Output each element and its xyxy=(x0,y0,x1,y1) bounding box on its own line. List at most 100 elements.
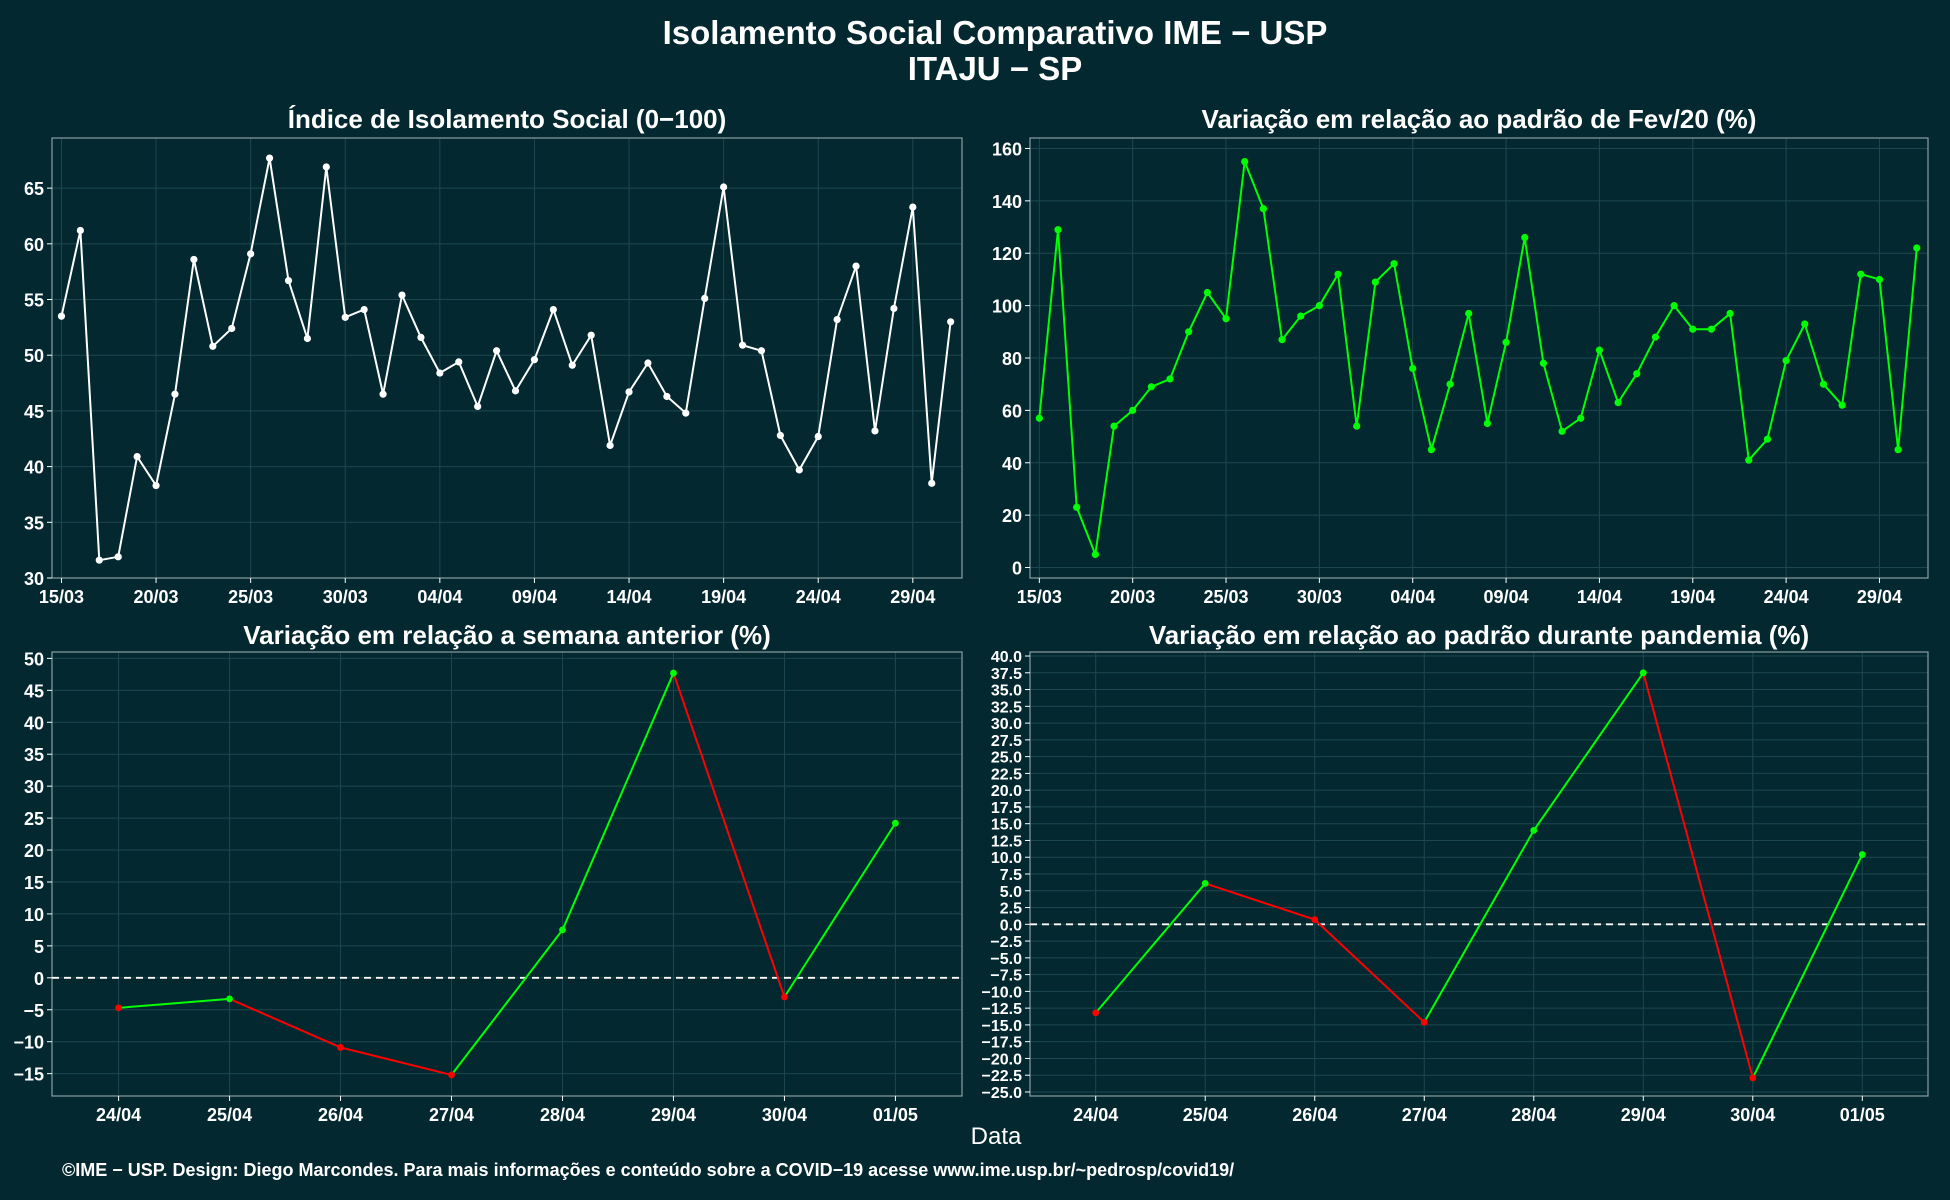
x-tick-label: 14/04 xyxy=(1577,587,1622,607)
x-tick-label: 15/03 xyxy=(39,587,84,607)
y-tick-label: 37.5 xyxy=(991,666,1022,683)
data-point xyxy=(1110,422,1118,430)
data-point xyxy=(1558,427,1566,435)
x-tick-label: 27/04 xyxy=(429,1105,474,1125)
series-line xyxy=(60,157,952,562)
data-point xyxy=(1390,260,1398,268)
y-tick-label: −12.5 xyxy=(982,1001,1023,1018)
y-tick-label: 25.0 xyxy=(991,750,1022,767)
y-tick-label: 30.0 xyxy=(991,716,1022,733)
y-tick-label: −2.5 xyxy=(990,934,1022,951)
data-point xyxy=(114,553,122,561)
data-point xyxy=(1241,157,1249,166)
data-point xyxy=(1639,669,1647,677)
y-tick-label: 12.5 xyxy=(991,833,1022,850)
data-point xyxy=(1670,302,1678,310)
panel-title: Variação em relação ao padrão durante pa… xyxy=(1149,620,1809,650)
y-tick-label: 35.0 xyxy=(991,683,1022,700)
y-tick-label: 10 xyxy=(24,905,44,925)
data-point xyxy=(1749,1074,1757,1082)
x-tick-label: 26/04 xyxy=(1292,1105,1337,1125)
data-point xyxy=(1651,333,1660,341)
y-tick-label: 15 xyxy=(24,873,44,893)
data-point xyxy=(57,312,66,320)
y-tick-label: 0 xyxy=(1012,559,1022,579)
x-tick-label: 19/04 xyxy=(701,587,746,607)
panel-title: Índice de Isolamento Social (0−100) xyxy=(288,104,727,134)
y-tick-label: 80 xyxy=(1002,349,1022,369)
y-tick-label: 0 xyxy=(34,969,44,989)
data-point xyxy=(417,333,425,341)
y-tick-label: 10.0 xyxy=(991,850,1022,867)
y-tick-label: 50 xyxy=(24,649,44,669)
series-segment xyxy=(229,997,341,1049)
data-point xyxy=(1530,827,1538,834)
data-point xyxy=(1129,406,1137,414)
y-tick-label: 60 xyxy=(1002,401,1022,421)
data-point xyxy=(1035,414,1043,422)
data-point xyxy=(928,479,936,487)
x-tick-label: 26/04 xyxy=(318,1105,363,1125)
x-tick-label: 28/04 xyxy=(540,1105,585,1125)
data-point xyxy=(360,305,368,314)
y-tick-label: −20.0 xyxy=(982,1051,1023,1068)
data-point xyxy=(1371,278,1379,286)
panel-title: Variação em relação a semana anterior (%… xyxy=(243,620,771,650)
panel-isolation-index: Índice de Isolamento Social (0−100) 30 35 4… xyxy=(24,104,963,607)
data-point xyxy=(1614,398,1622,407)
data-point xyxy=(398,291,406,299)
data-point xyxy=(152,481,160,490)
y-tick-label: 17.5 xyxy=(991,800,1022,817)
y-tick-label: 20 xyxy=(24,841,44,861)
x-tick-label: 24/04 xyxy=(96,1105,141,1125)
y-tick-label: 2.5 xyxy=(1000,901,1022,918)
data-point xyxy=(1311,916,1319,924)
y-tick-label: 120 xyxy=(992,244,1022,264)
y-tick-label: 160 xyxy=(992,139,1022,159)
data-point xyxy=(337,1044,344,1051)
x-tick-label: 30/03 xyxy=(1297,587,1342,607)
y-tick-label: 40 xyxy=(24,713,44,733)
data-point xyxy=(1782,357,1790,365)
y-tick-label: −15 xyxy=(13,1065,44,1085)
x-tick-label: 29/04 xyxy=(1621,1105,1666,1125)
x-tick-label: 20/03 xyxy=(134,587,179,607)
y-tick-label: 20.0 xyxy=(991,783,1022,800)
data-point xyxy=(474,402,482,411)
data-point xyxy=(892,819,899,827)
series-segment xyxy=(561,672,675,931)
x-tick-label: 29/04 xyxy=(1857,587,1902,607)
series-segment xyxy=(340,1046,452,1076)
y-tick-label: −10 xyxy=(13,1033,44,1053)
panel-variation-pandemic: Variação em relação ao padrão durante pa… xyxy=(982,620,1929,1125)
data-point xyxy=(1858,851,1866,858)
footer-credit: ©IME − USP. Design: Diego Marcondes. Par… xyxy=(62,1160,1234,1180)
data-point xyxy=(1420,1018,1428,1026)
data-point xyxy=(757,347,766,355)
data-point xyxy=(890,304,898,313)
series-segment xyxy=(1532,672,1645,831)
data-point xyxy=(814,432,822,441)
data-point xyxy=(606,441,614,450)
y-tick-label: 7.5 xyxy=(1000,867,1022,884)
data-point xyxy=(171,390,179,398)
data-point xyxy=(1521,233,1529,242)
data-point xyxy=(738,341,747,349)
data-point xyxy=(1707,325,1716,333)
data-point xyxy=(1278,336,1286,344)
data-point xyxy=(133,452,141,461)
data-point xyxy=(1689,325,1697,333)
data-point xyxy=(568,361,576,369)
data-point xyxy=(1054,226,1062,234)
data-point xyxy=(1633,370,1641,378)
series-line xyxy=(1038,161,1918,559)
data-point xyxy=(625,388,633,396)
data-point xyxy=(1595,346,1604,354)
data-point xyxy=(76,226,84,235)
data-point xyxy=(1073,503,1081,511)
data-point xyxy=(559,926,566,934)
y-tick-label: 65 xyxy=(24,179,44,199)
data-point xyxy=(379,390,387,398)
data-point xyxy=(284,276,293,285)
y-tick-label: −15.0 xyxy=(982,1018,1023,1035)
